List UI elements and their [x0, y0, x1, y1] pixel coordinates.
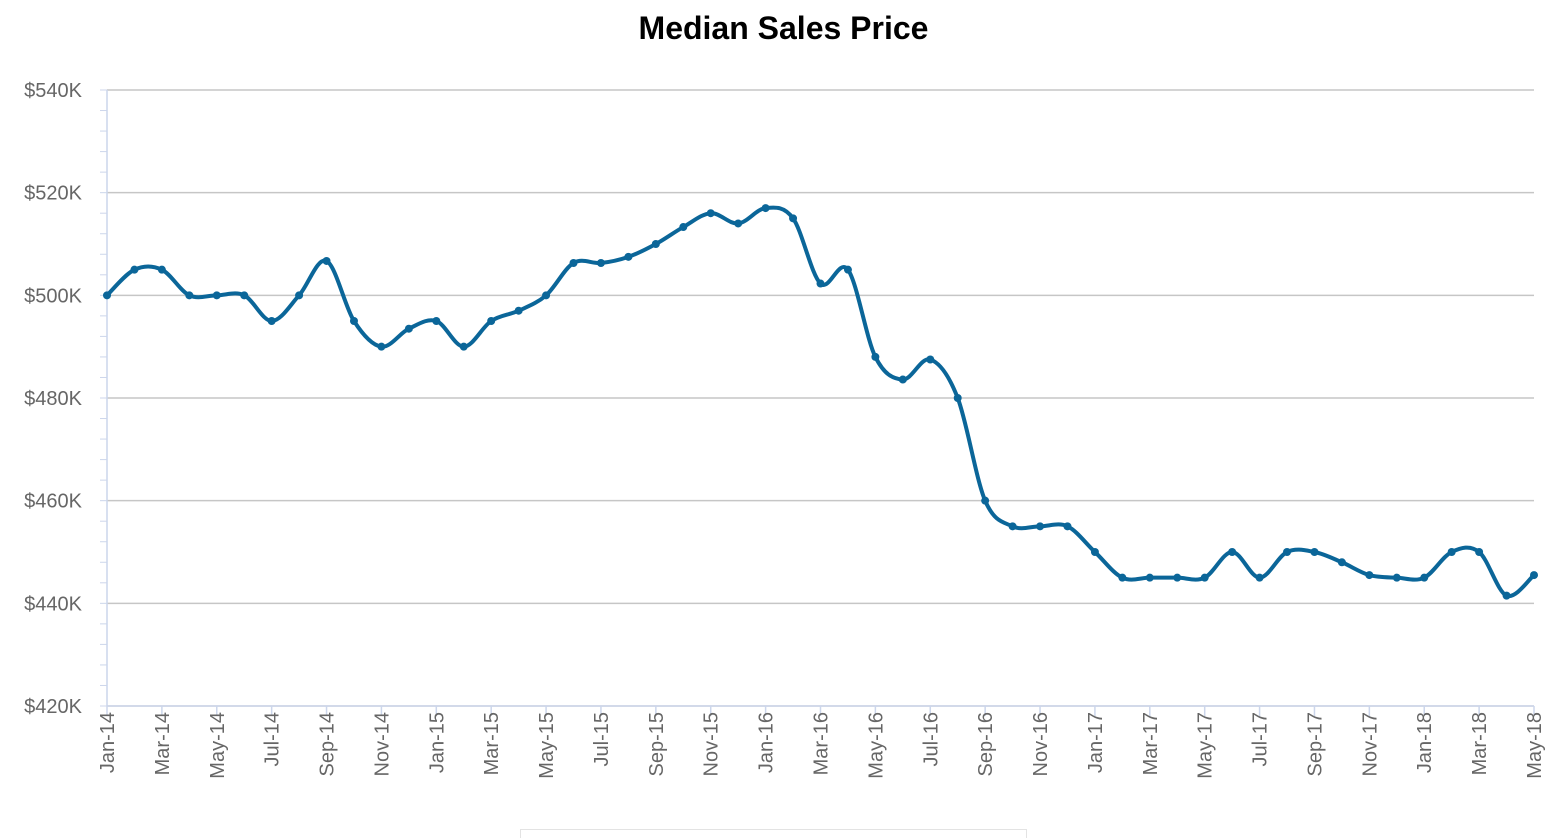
data-point [514, 306, 523, 315]
legend-box [520, 829, 1027, 838]
data-point [103, 291, 111, 300]
data-point [1255, 573, 1264, 582]
data-point [1173, 573, 1182, 582]
data-point [1502, 591, 1511, 600]
x-tick-label: May-15 [536, 712, 558, 779]
x-tick-label: Jan-17 [1085, 712, 1107, 773]
x-tick-label: Jan-16 [756, 712, 778, 773]
y-tick-label: $520K [24, 183, 82, 205]
data-point [1118, 573, 1127, 582]
data-point [404, 324, 413, 333]
x-tick-label: Nov-16 [1030, 712, 1052, 776]
data-point [1530, 571, 1538, 580]
x-tick-label: Nov-17 [1359, 712, 1381, 776]
data-point [734, 219, 743, 228]
data-point [953, 394, 962, 402]
x-tick-label: May-17 [1195, 712, 1217, 779]
data-point [926, 355, 935, 364]
data-point [1063, 522, 1072, 531]
x-tick-label: Sep-17 [1304, 712, 1326, 777]
data-point [761, 204, 770, 213]
x-tick-label: Jul-15 [591, 712, 613, 766]
data-point [1228, 548, 1237, 556]
x-tick-label: Jul-14 [262, 712, 284, 766]
data-point [185, 291, 194, 300]
data-point [871, 352, 880, 361]
data-point [1475, 548, 1484, 556]
x-tick-label: May-14 [207, 712, 229, 779]
series-line [105, 205, 1536, 598]
data-point [157, 265, 166, 274]
data-point [1420, 573, 1429, 582]
data-point [1008, 522, 1017, 531]
data-point [706, 209, 715, 218]
x-tick-label: Nov-15 [701, 712, 723, 776]
data-point [816, 279, 825, 288]
y-tick-label: $540K [24, 80, 82, 102]
y-tick-label: $460K [24, 491, 82, 513]
y-tick-label: $440K [24, 593, 82, 615]
data-point [542, 291, 551, 300]
x-tick-label: May-18 [1524, 712, 1546, 779]
chart-title: Median Sales Price [638, 10, 929, 46]
data-point [1310, 548, 1319, 556]
x-tick-label: Sep-14 [317, 712, 339, 777]
data-point [569, 258, 578, 267]
data-point [651, 240, 660, 248]
data-point [1392, 573, 1401, 582]
x-tick-label: Jul-17 [1250, 712, 1272, 766]
x-tick-label: Mar-16 [811, 712, 833, 775]
x-tick-label: Mar-15 [481, 712, 503, 775]
y-tick-label: $420K [24, 696, 82, 718]
x-tick-label: Sep-16 [975, 712, 997, 777]
data-point [1036, 522, 1045, 531]
data-point [322, 256, 331, 265]
data-point [295, 291, 304, 300]
data-point [432, 317, 441, 325]
data-point [1145, 573, 1154, 582]
x-tick-label: May-16 [865, 712, 887, 779]
data-point [1090, 548, 1099, 556]
data-point [267, 317, 276, 325]
x-tick-label: Nov-14 [371, 712, 393, 776]
data-point [898, 375, 907, 384]
data-point [843, 265, 852, 274]
data-point [1283, 548, 1292, 556]
data-point [596, 258, 605, 267]
x-tick-label: Sep-15 [646, 712, 668, 777]
x-tick-label: Jan-15 [426, 712, 448, 773]
data-point [349, 317, 358, 325]
x-tick-label: Jan-14 [97, 712, 119, 773]
x-tick-label: Mar-18 [1469, 712, 1491, 775]
y-tick-label: $480K [24, 388, 82, 410]
data-point [789, 214, 798, 223]
data-point [1200, 573, 1209, 582]
data-point [624, 252, 633, 261]
data-point [1337, 558, 1346, 567]
data-point [679, 223, 688, 232]
x-tick-label: Mar-17 [1140, 712, 1162, 775]
x-tick-label: Jul-16 [920, 712, 942, 766]
data-point [377, 342, 386, 351]
data-point [130, 265, 139, 274]
data-point [212, 291, 221, 300]
data-point [240, 291, 249, 300]
data-point [459, 342, 468, 351]
y-tick-label: $500K [24, 285, 82, 307]
x-tick-label: Mar-14 [152, 712, 174, 775]
data-point [487, 317, 496, 325]
x-tick-label: Jan-18 [1414, 712, 1436, 773]
data-point [1447, 548, 1456, 556]
data-point [1365, 571, 1374, 580]
data-point [981, 496, 990, 505]
